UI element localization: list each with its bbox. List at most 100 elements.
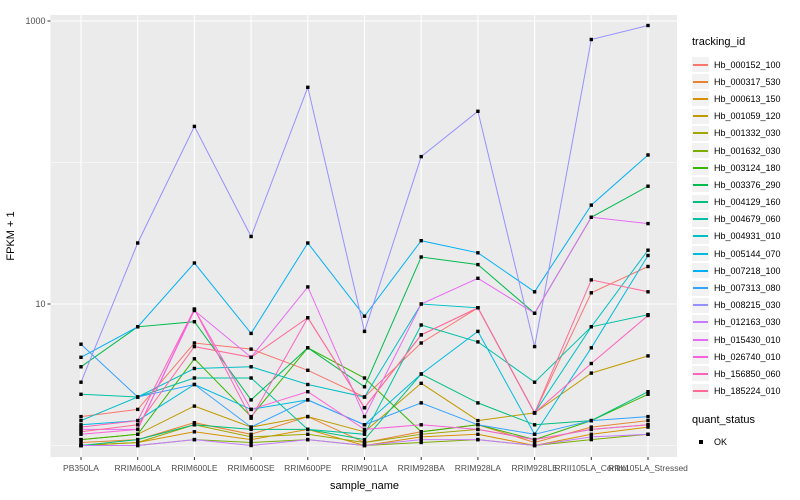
x-axis-title: sample_name xyxy=(330,480,399,492)
x-tick-label: RRII105LA_Control xyxy=(554,463,628,473)
data-point xyxy=(646,23,650,28)
data-point xyxy=(419,437,423,442)
legend-item-label: Hb_003124_180 xyxy=(714,162,781,173)
quant-legend-items: OK xyxy=(692,434,798,451)
legend-key-line-icon xyxy=(692,366,709,382)
data-point xyxy=(476,427,480,432)
legend-item-label: Hb_007218_100 xyxy=(714,265,781,276)
legend-title-tracking-id: tracking_id xyxy=(692,36,746,48)
x-tick-label: RRIM928LA xyxy=(455,463,502,473)
data-point xyxy=(192,307,197,311)
data-point xyxy=(532,311,537,315)
data-point xyxy=(589,37,593,42)
data-point xyxy=(362,314,367,318)
data-point xyxy=(589,432,593,436)
data-point xyxy=(362,414,367,419)
data-point xyxy=(79,355,83,359)
data-point xyxy=(79,440,83,445)
legend-item-label: Hb_004931_010 xyxy=(714,231,781,242)
data-point xyxy=(646,392,650,396)
data-point xyxy=(192,124,197,129)
x-tick-label: RRIM600SE xyxy=(227,463,275,473)
data-point xyxy=(362,443,367,448)
data-point xyxy=(589,278,593,282)
data-point xyxy=(79,432,83,436)
data-point xyxy=(362,376,367,380)
data-point xyxy=(419,341,423,345)
data-point xyxy=(249,432,253,436)
legend-key-line-icon xyxy=(692,160,709,176)
legend-item-Hb_000613_150: Hb_000613_150 xyxy=(692,90,798,107)
data-point xyxy=(646,423,650,427)
data-point xyxy=(249,407,253,412)
legend-title-quant-status: quant_status xyxy=(692,413,755,426)
data-point xyxy=(136,437,140,442)
data-point xyxy=(476,437,480,442)
legend-items: Hb_000152_100 Hb_000317_530 Hb_000613_150 H… xyxy=(692,56,798,400)
data-point xyxy=(79,427,83,432)
legend-key-line-icon xyxy=(692,125,709,141)
data-point xyxy=(362,430,367,434)
plot-area: 10 1000 PB350LA RRIM600LA RRIM600LE RRIM600SE… xyxy=(5,15,688,492)
data-point xyxy=(476,401,480,405)
data-point xyxy=(192,437,197,442)
data-point xyxy=(136,325,140,329)
legend-key-line-icon xyxy=(692,211,709,227)
data-point xyxy=(192,421,197,425)
y-axis-title: FPKM + 1 xyxy=(5,211,17,260)
data-point xyxy=(79,443,83,448)
data-point xyxy=(476,432,480,436)
legend-item-label: Hb_001332_030 xyxy=(714,128,781,139)
data-point xyxy=(192,261,197,265)
data-point xyxy=(476,251,480,255)
legend-key-line-icon xyxy=(692,383,709,399)
data-point xyxy=(249,234,253,239)
data-point xyxy=(362,329,367,334)
data-point xyxy=(419,323,423,327)
data-point xyxy=(136,407,140,412)
legend-item-Hb_003376_290: Hb_003376_290 xyxy=(692,176,798,193)
data-point xyxy=(192,430,197,434)
data-point xyxy=(646,221,650,226)
data-point xyxy=(192,341,197,345)
data-point xyxy=(79,418,83,423)
data-point xyxy=(589,418,593,423)
data-point xyxy=(362,395,367,399)
legend-key-line-icon xyxy=(692,143,709,159)
data-point xyxy=(362,423,367,427)
y-tick-label: 10 xyxy=(35,299,45,309)
x-tick-label: RRIM600PE xyxy=(284,463,332,473)
data-point xyxy=(249,331,253,336)
legend-item-Hb_185224_010: Hb_185224_010 xyxy=(692,383,798,400)
legend-key-line-icon xyxy=(692,194,709,210)
data-point xyxy=(476,423,480,427)
legend-item-Hb_004129_160: Hb_004129_160 xyxy=(692,194,798,211)
data-point xyxy=(249,416,253,420)
data-point xyxy=(419,430,423,434)
data-point xyxy=(362,406,367,410)
legend-item-label: Hb_003376_290 xyxy=(714,179,781,190)
data-point xyxy=(589,325,593,329)
legend-item-Hb_001059_120: Hb_001059_120 xyxy=(692,108,798,125)
data-point xyxy=(79,430,83,434)
legend-item-Hb_008215_030: Hb_008215_030 xyxy=(692,297,798,314)
data-point xyxy=(136,432,140,436)
legend-item-Hb_001332_030: Hb_001332_030 xyxy=(692,125,798,142)
data-point xyxy=(589,371,593,375)
legend-item-Hb_004931_010: Hb_004931_010 xyxy=(692,228,798,245)
data-point xyxy=(136,395,140,399)
data-point xyxy=(249,347,253,351)
legend-item-label: Hb_001632_030 xyxy=(714,145,781,156)
data-point xyxy=(646,418,650,423)
data-point xyxy=(589,427,593,432)
data-point xyxy=(192,366,197,371)
panel-background xyxy=(50,15,677,457)
data-point xyxy=(362,437,367,442)
legend-item-label: Hb_000152_100 xyxy=(714,59,781,70)
data-point xyxy=(646,414,650,419)
data-point xyxy=(79,392,83,396)
data-point xyxy=(476,340,480,344)
data-point xyxy=(532,290,537,294)
data-point xyxy=(306,382,310,387)
legend-item-label: Hb_156850_060 xyxy=(714,368,781,379)
